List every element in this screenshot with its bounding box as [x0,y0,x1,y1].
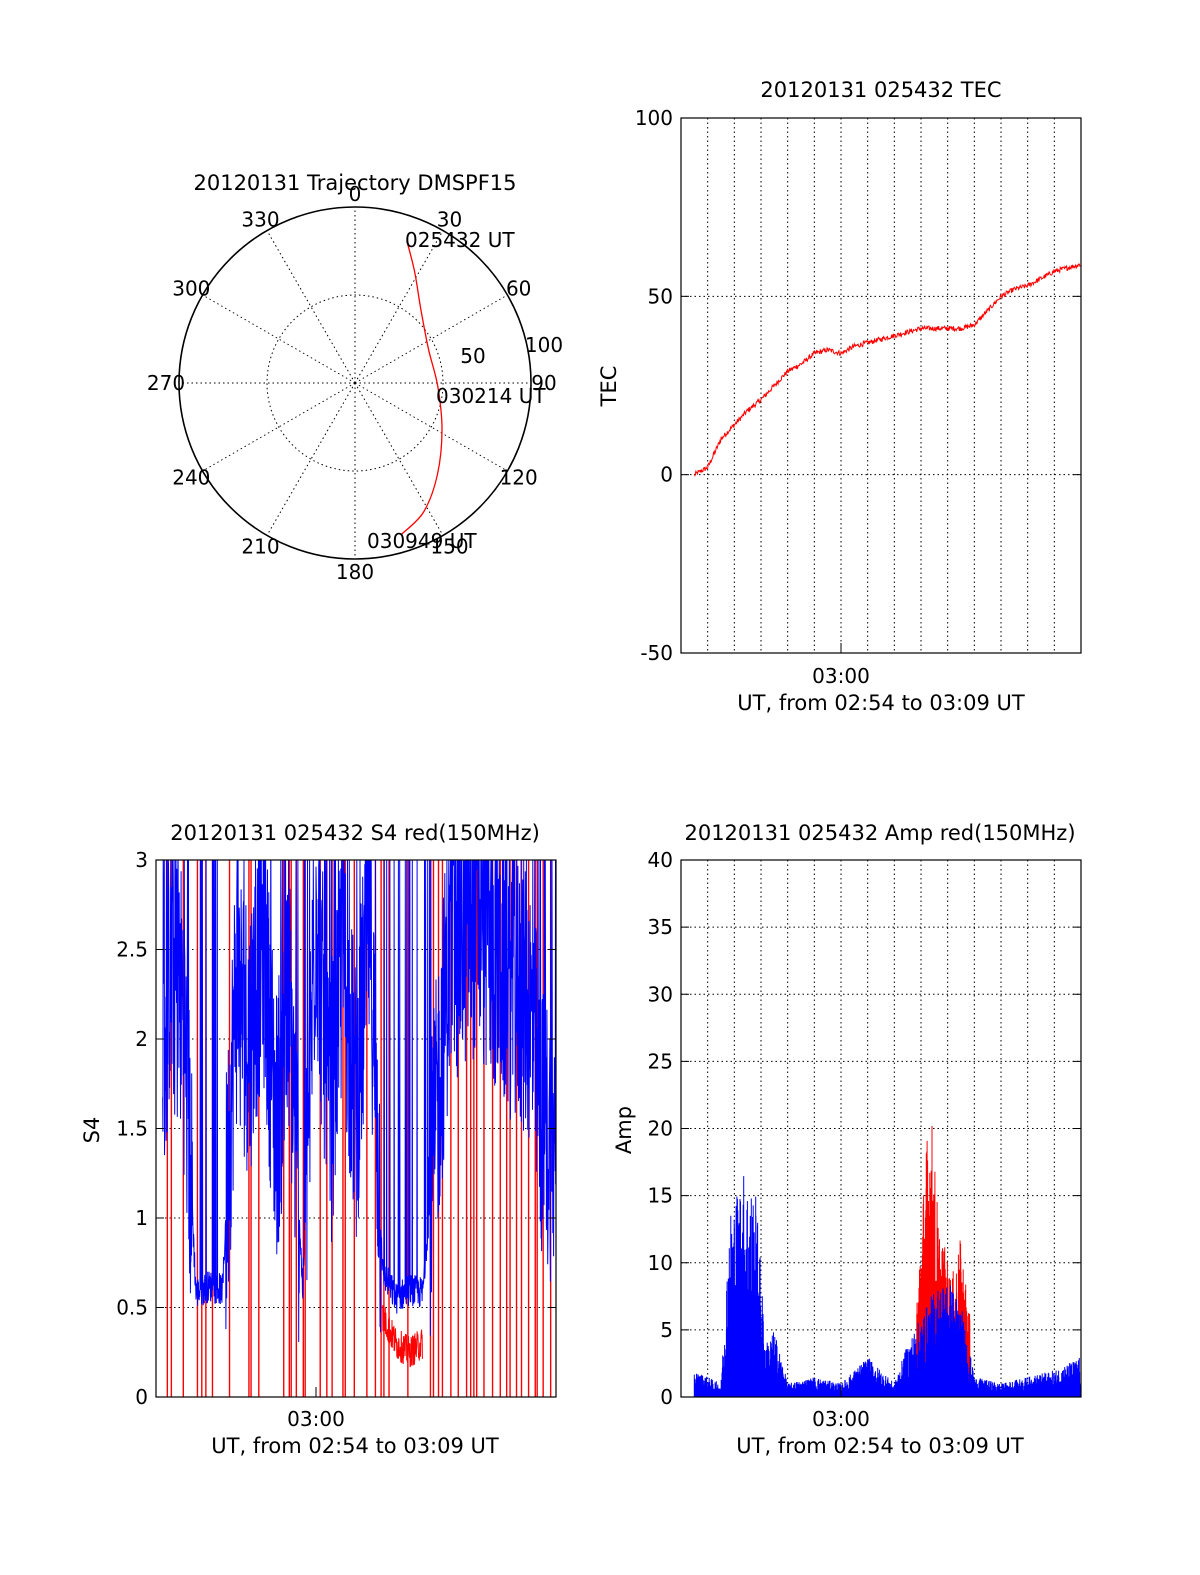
tec-y-tick-label: 100 [635,106,673,130]
amp-title: 20120131 025432 Amp red(150MHz) [684,821,1075,845]
s4-frame [155,859,557,1398]
s4-series [162,859,557,1397]
s4-y-ticks: 0 0.5 1 1.5 2 2.5 3 [116,848,556,1409]
tec-y-axis-label: TEC [597,366,621,408]
polar-radial-label-100: 100 [525,333,563,357]
s4-title: 20120131 025432 S4 red(150MHz) [170,821,540,845]
amp-x-tick-label: 03:00 [812,1407,870,1431]
polar-azimuth-label-120: 120 [500,466,538,490]
tec-title: 20120131 025432 TEC [760,78,1001,102]
tec-series [693,263,1081,478]
amp-y-tick-label: 30 [648,982,673,1006]
s4-y-tick-label: 0.5 [116,1296,148,1320]
s4-y-tick-label: 2.5 [116,938,148,962]
polar-azimuth-label-240: 240 [172,466,210,490]
tec-x-axis-label: UT, from 02:54 to 03:09 UT [737,691,1025,715]
s4-y-tick-label: 2 [135,1027,148,1051]
polar-azimuth-label-0: 0 [349,182,362,206]
amp-y-tick-label: 35 [648,915,673,939]
amp-series-line-1 [693,1176,1082,1397]
amp-frame [680,859,1082,1398]
polar-azimuth-label-270: 270 [147,371,185,395]
polar-azimuth-label-300: 300 [172,277,210,301]
polar-azimuth-label-330: 330 [241,207,279,231]
amp-y-tick-label: 0 [660,1385,673,1409]
amp-y-tick-label: 15 [648,1184,673,1208]
trajectory-panel: 20120131 Trajectory DMSPF15 0 30 60 90 120 15… [147,171,563,584]
s4-series-line-0 [162,859,557,1343]
polar-azimuth-label-210: 210 [241,535,279,559]
polar-azimuth-label-180: 180 [336,560,374,584]
polar-azimuth-labels: 0 30 60 90 120 150 180 210 240 270 300 330 [147,182,557,584]
trajectory-title: 20120131 Trajectory DMSPF15 [193,171,516,195]
polar-ring-50 [266,294,444,472]
polar-azimuth-label-60: 60 [506,277,531,301]
tec-frame [680,117,1082,654]
s4-y-axis-label: S4 [80,1117,104,1144]
s4-panel: 20120131 025432 S4 red(150MHz) 0 0.5 1 1.5 2… [80,821,557,1458]
s4-y-tick-label: 3 [135,848,148,872]
s4-x-axis-label: UT, from 02:54 to 03:09 UT [211,1434,499,1458]
amp-x-axis-label: UT, from 02:54 to 03:09 UT [736,1434,1024,1458]
amp-panel: 20120131 025432 Amp red(150MHz) 0 5 10 15 20… [612,821,1082,1458]
tec-y-tick-label: 50 [648,284,673,308]
trajectory-mid-label: 030214 UT [436,384,546,408]
tec-x-tick-label: 03:00 [812,664,870,688]
polar-spoke-210 [266,382,356,536]
amp-y-tick-label: 25 [648,1049,673,1073]
polar-azimuth-label-30: 30 [437,207,462,231]
polar-spoke-330 [266,230,356,384]
s4-y-tick-label: 0 [135,1385,148,1409]
polar-grid [178,206,532,560]
amp-y-tick-label: 20 [648,1117,673,1141]
polar-spoke-150 [354,382,444,536]
s4-y-tick-label: 1.5 [116,1117,148,1141]
s4-x-tick-label: 03:00 [287,1407,345,1431]
trajectory-start-label: 025432 UT [405,228,515,252]
amp-y-axis-label: Amp [612,1106,636,1154]
polar-azimuth-label-90: 90 [531,371,556,395]
tec-y-tick-label: -50 [640,641,673,665]
polar-azimuth-label-150: 150 [430,535,468,559]
amp-y-tick-label: 5 [660,1318,673,1342]
amp-y-tick-label: 40 [648,848,673,872]
tec-series-line-0 [693,263,1081,478]
amp-series [693,1126,1082,1397]
amp-grid [681,860,1081,1397]
trajectory-line [400,240,443,535]
amp-y-ticks: 0 5 10 15 20 25 30 35 40 [648,848,1081,1409]
s4-y-tick-label: 1 [135,1206,148,1230]
polar-radial-label-50: 50 [460,344,485,368]
tec-y-ticks: -50 0 50 100 [635,106,1081,665]
s4-series-line-1 [382,1305,423,1368]
tec-y-tick-label: 0 [660,463,673,487]
amp-y-tick-label: 10 [648,1251,673,1275]
polar-spoke-60 [354,294,508,384]
tec-grid [681,118,1081,653]
polar-spoke-300 [202,294,356,384]
tec-panel: 20120131 025432 TEC -50 0 50 100 03:00 UT, … [597,78,1082,715]
trajectory-end-label: 030949 UT [367,529,477,553]
